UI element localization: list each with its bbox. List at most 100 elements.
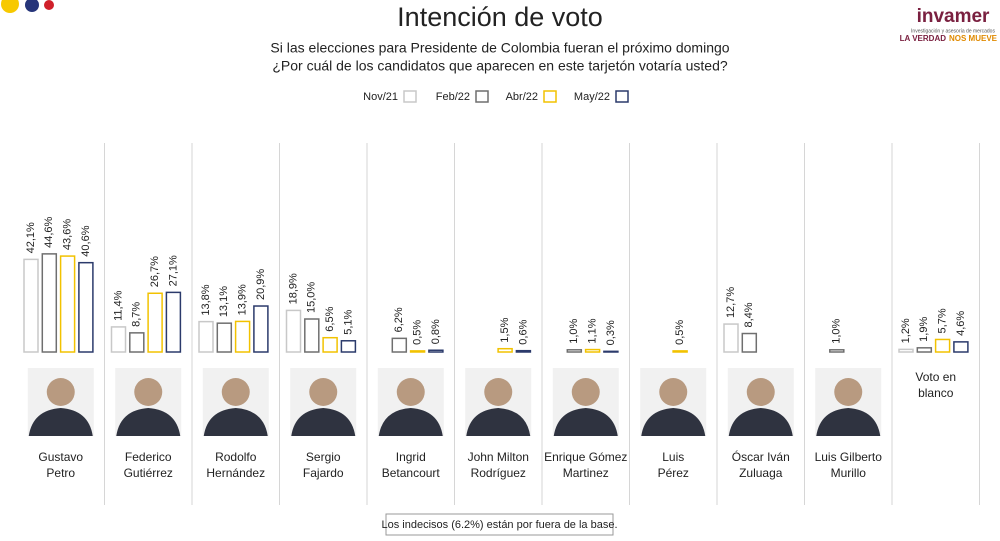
bar (515, 349, 532, 353)
photo-body (728, 408, 793, 436)
value-label: 0,5% (674, 320, 686, 345)
bar (147, 292, 163, 353)
bar (234, 320, 251, 353)
logo-dot (25, 0, 39, 12)
photo-body (641, 408, 706, 436)
logo-tagline: Investigación y asesoría de mercados (911, 28, 995, 34)
category-label: Hernández (206, 466, 265, 480)
photo-body (466, 408, 531, 436)
legend-swatch (543, 90, 557, 103)
value-label: 15,0% (306, 282, 318, 313)
photo-head (484, 378, 513, 406)
category-label: Murillo (831, 466, 867, 480)
photo-head (571, 378, 600, 406)
bar (829, 349, 845, 353)
legend-label: Abr/22 (506, 91, 538, 103)
bar (428, 349, 444, 353)
value-label: 5,1% (342, 309, 354, 334)
bar (898, 348, 914, 353)
value-label: 0,6% (517, 319, 529, 344)
legend-label: Feb/22 (436, 91, 470, 103)
category-label: blanco (918, 386, 954, 400)
value-label: 8,7% (131, 302, 143, 327)
subtitle: Si las elecciones para Presidente de Col… (270, 40, 729, 56)
chart-title: Intención de voto (397, 2, 603, 32)
bar (603, 350, 619, 353)
value-label: 1,5% (499, 317, 511, 342)
value-label: 13,1% (218, 286, 230, 317)
bar (41, 253, 58, 353)
value-label: 13,8% (200, 284, 212, 315)
category-label: Voto en (915, 370, 956, 384)
photo-body (378, 408, 443, 436)
value-label: 13,9% (237, 284, 249, 315)
bar (340, 340, 357, 353)
bar (497, 347, 513, 353)
value-label: 18,9% (287, 273, 299, 304)
category-label: Betancourt (382, 466, 441, 480)
bar (110, 326, 127, 353)
category-label: Martinez (563, 466, 609, 480)
photo-body (28, 408, 93, 436)
value-label: 6,5% (324, 306, 336, 331)
bar (916, 347, 933, 353)
category-label: Sergio (306, 450, 341, 464)
value-label: 44,6% (43, 216, 55, 247)
category-label: Fajardo (303, 466, 344, 480)
value-label: 40,6% (80, 225, 92, 256)
value-label: 1,2% (900, 318, 912, 343)
photo-body (291, 408, 356, 436)
category-label: Rodolfo (215, 450, 257, 464)
category-label: Óscar Iván (732, 449, 790, 464)
legend-label: Nov/21 (363, 91, 398, 103)
logo-dot (1, 0, 19, 13)
photo-head (134, 378, 163, 406)
bar (165, 291, 182, 353)
photo-body (553, 408, 618, 436)
value-label: 20,9% (255, 269, 267, 300)
photo-head (46, 378, 75, 406)
value-label: 5,7% (937, 308, 949, 333)
bar (23, 258, 39, 353)
footnote: Los indecisos (6.2%) están por fuera de … (381, 519, 617, 531)
value-label: 43,6% (62, 219, 74, 250)
category-label: Petro (46, 466, 75, 480)
logo-slogan: NOS MUEVE (949, 34, 998, 43)
category-label: Pérez (658, 466, 689, 480)
category-label: Federico (125, 450, 172, 464)
category-label: Luis Gilberto (815, 450, 883, 464)
category-label: Enrique Gómez (544, 450, 627, 464)
value-label: 26,7% (149, 256, 161, 287)
legend-swatch (403, 90, 417, 103)
bar (304, 318, 320, 353)
bar (566, 349, 583, 353)
value-label: 0,8% (430, 319, 442, 344)
category-label: Gutiérrez (124, 466, 173, 480)
photo-body (116, 408, 181, 436)
value-label: 1,0% (568, 319, 580, 344)
photo-head (309, 378, 338, 406)
bar (409, 350, 426, 353)
value-label: 11,4% (112, 290, 124, 321)
value-label: 0,5% (412, 320, 424, 345)
logo-dot (44, 0, 54, 10)
value-label: 1,0% (831, 319, 843, 344)
photo-head (221, 378, 250, 406)
bar (253, 305, 269, 353)
bar (322, 336, 338, 353)
photo-head (834, 378, 863, 406)
bar (953, 341, 969, 353)
photo-head (659, 378, 688, 406)
category-label: Luis (662, 450, 684, 464)
bar (672, 350, 688, 353)
value-label: 4,6% (955, 311, 967, 336)
bar (59, 255, 76, 353)
footnote-box (385, 513, 614, 536)
legend-swatch (615, 90, 629, 103)
bar (78, 261, 94, 353)
category-label: Ingrid (396, 450, 426, 464)
legend-label: May/22 (574, 91, 610, 103)
value-label: 8,4% (743, 302, 755, 327)
value-label: 0,3% (605, 320, 617, 345)
